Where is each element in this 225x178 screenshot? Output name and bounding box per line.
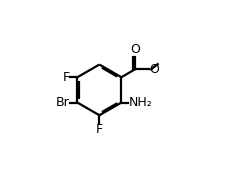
Text: Br: Br <box>56 96 70 109</box>
Text: F: F <box>63 71 70 84</box>
Text: NH₂: NH₂ <box>128 96 152 109</box>
Text: O: O <box>129 43 139 56</box>
Text: F: F <box>95 124 102 137</box>
Text: O: O <box>149 63 159 76</box>
